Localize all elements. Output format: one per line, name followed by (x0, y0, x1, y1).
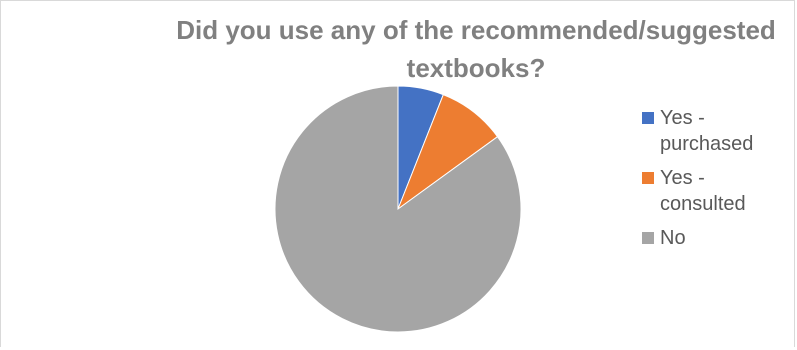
chart-title: Did you use any of the recommended/sugge… (176, 15, 776, 83)
legend-swatch-yes-consulted (642, 172, 654, 184)
legend-item-no: No (642, 225, 792, 251)
legend-label-yes-purchased: Yes - purchased (660, 107, 754, 155)
legend-label-yes-consulted: Yes - consulted (660, 167, 746, 215)
legend-swatch-no (642, 232, 654, 244)
legend: Yes - purchased Yes - consulted No (642, 105, 792, 259)
legend-swatch-yes-purchased (642, 112, 654, 124)
legend-label-no: No (660, 227, 686, 249)
legend-item-yes-consulted: Yes - consulted (642, 165, 792, 217)
legend-item-yes-purchased: Yes - purchased (642, 105, 792, 157)
pie-slice-no (274, 85, 522, 333)
